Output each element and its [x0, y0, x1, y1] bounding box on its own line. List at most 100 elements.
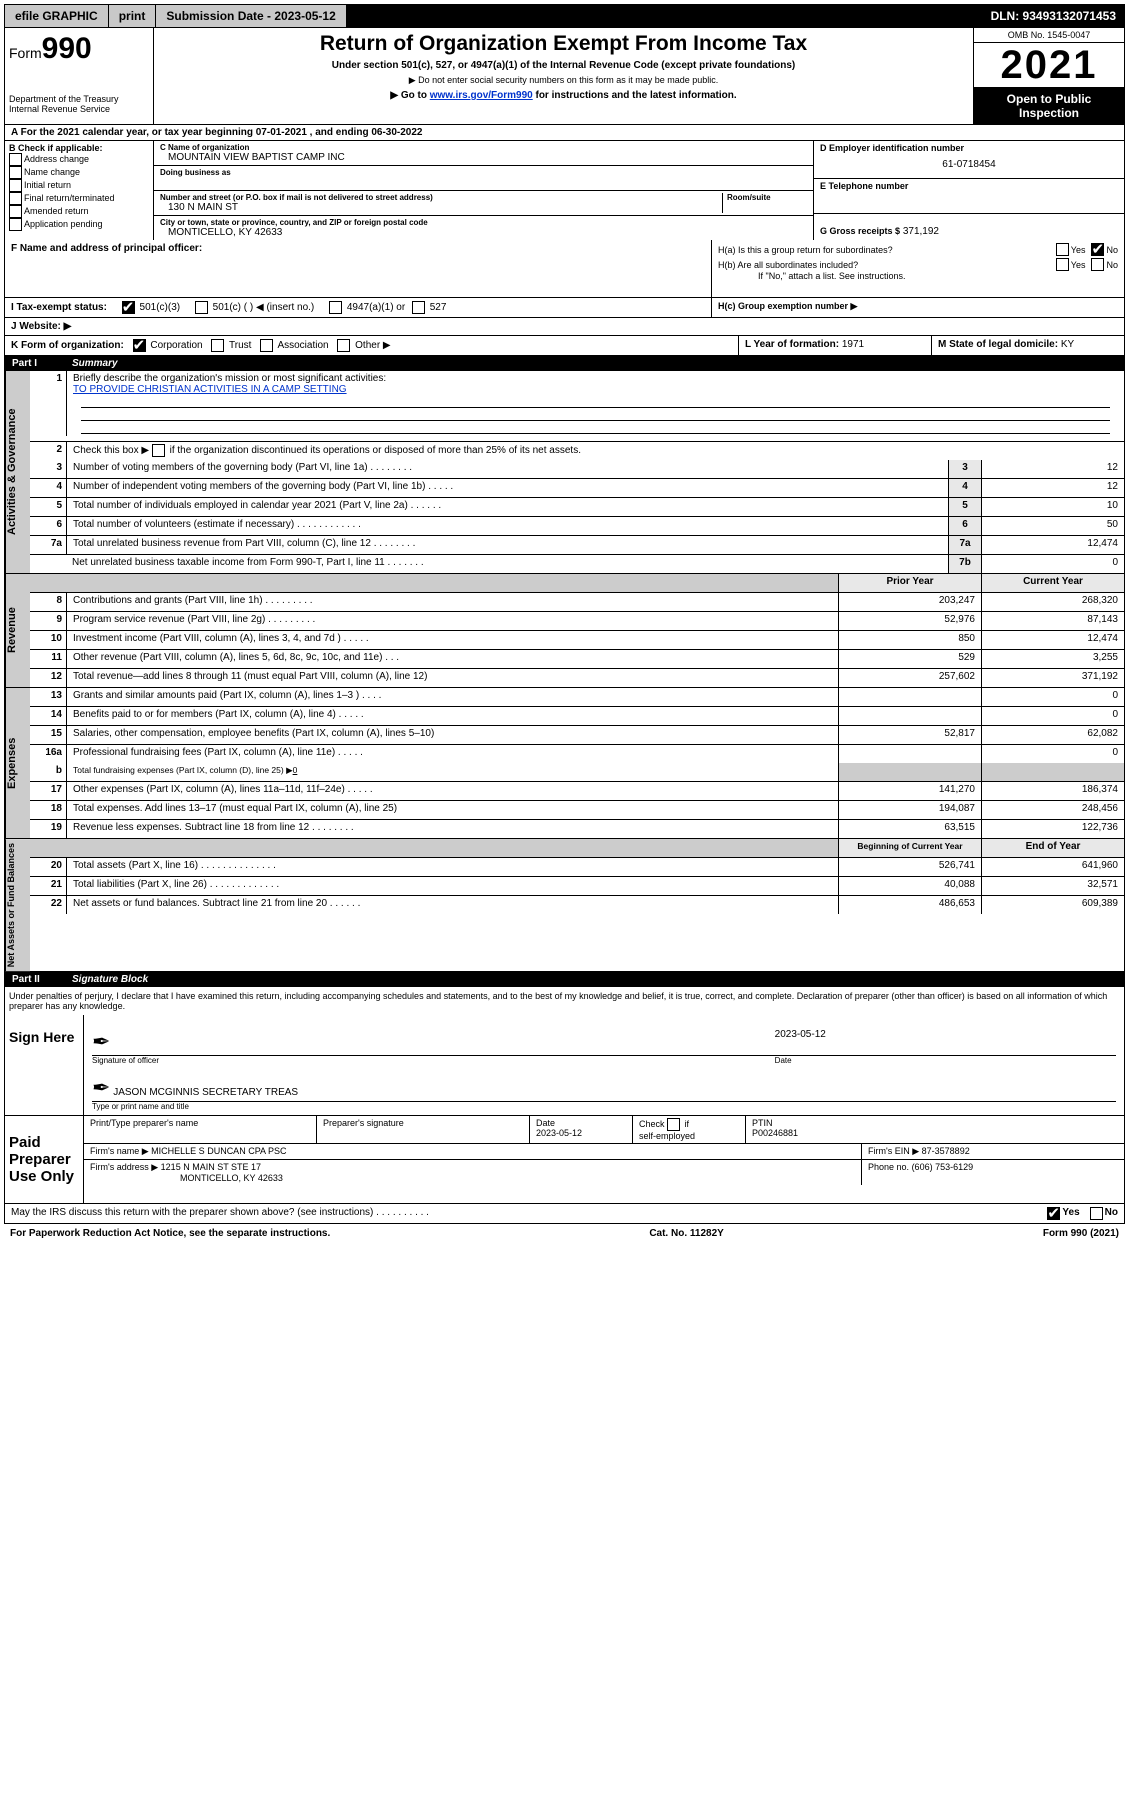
- chk-discontinued[interactable]: [152, 444, 165, 457]
- preparer-sig-hdr: Preparer's signature: [323, 1118, 523, 1128]
- table-row: 15Salaries, other compensation, employee…: [30, 726, 1124, 745]
- chk-corp[interactable]: [133, 339, 146, 352]
- m-label: M State of legal domicile:: [938, 339, 1058, 350]
- chk-app-pending[interactable]: Application pending: [9, 218, 149, 231]
- row-curr: 12,474: [981, 631, 1124, 649]
- mission-text[interactable]: TO PROVIDE CHRISTIAN ACTIVITIES IN A CAM…: [73, 384, 347, 395]
- table-row: 16aProfessional fundraising fees (Part I…: [30, 745, 1124, 763]
- row-curr: 186,374: [981, 782, 1124, 800]
- j-label: J Website: ▶: [11, 321, 71, 332]
- chk-501c[interactable]: [195, 301, 208, 314]
- table-row: 9Program service revenue (Part VIII, lin…: [30, 612, 1124, 631]
- print-button[interactable]: print: [109, 5, 157, 27]
- row-desc: Grants and similar amounts paid (Part IX…: [67, 688, 838, 706]
- ptin-hdr: PTIN: [752, 1118, 1118, 1128]
- ha-yes[interactable]: [1056, 243, 1069, 256]
- irs-label: Internal Revenue Service: [9, 104, 149, 114]
- chk-527[interactable]: [412, 301, 425, 314]
- firm-name-label: Firm's name ▶: [90, 1146, 149, 1156]
- row-desc: Professional fundraising fees (Part IX, …: [67, 745, 838, 763]
- row-curr: 268,320: [981, 593, 1124, 611]
- table-row: 17Other expenses (Part IX, column (A), l…: [30, 782, 1124, 801]
- chk-501c3[interactable]: [122, 301, 135, 314]
- line6-desc: Total number of volunteers (estimate if …: [67, 517, 948, 535]
- section-governance: Activities & Governance 1 Briefly descri…: [4, 371, 1125, 574]
- chk-assoc[interactable]: [260, 339, 273, 352]
- dba-label: Doing business as: [160, 168, 807, 177]
- gross-receipts: 371,192: [903, 226, 939, 237]
- row-desc: Salaries, other compensation, employee b…: [67, 726, 838, 744]
- hb-no[interactable]: [1091, 258, 1104, 271]
- d-ein-label: D Employer identification number: [820, 143, 1118, 153]
- chk-amended[interactable]: Amended return: [9, 205, 149, 218]
- table-row: 22Net assets or fund balances. Subtract …: [30, 896, 1124, 914]
- part2-header: Part II Signature Block: [4, 972, 1125, 987]
- row-prior: [838, 707, 981, 725]
- discuss-no[interactable]: [1090, 1207, 1103, 1220]
- sig-date: 2023-05-12: [775, 1029, 1116, 1055]
- row-prior: 63,515: [838, 820, 981, 838]
- chk-other[interactable]: [337, 339, 350, 352]
- part1-header: Part I Summary: [4, 356, 1125, 371]
- omb-number: OMB No. 1545-0047: [974, 28, 1124, 43]
- hb-label: H(b) Are all subordinates included?: [718, 260, 1056, 270]
- chk-name-change[interactable]: Name change: [9, 166, 149, 179]
- firm-name: MICHELLE S DUNCAN CPA PSC: [151, 1146, 286, 1156]
- irs-discuss-row: May the IRS discuss this return with the…: [4, 1204, 1125, 1224]
- name-title-label: Type or print name and title: [92, 1102, 1116, 1111]
- chk-self-employed[interactable]: [667, 1118, 680, 1131]
- city-label: City or town, state or province, country…: [160, 218, 807, 227]
- row-prior: 52,976: [838, 612, 981, 630]
- ha-label: H(a) Is this a group return for subordin…: [718, 245, 1056, 255]
- firm-addr1: 1215 N MAIN ST STE 17: [161, 1162, 261, 1172]
- row-desc: Program service revenue (Part VIII, line…: [67, 612, 838, 630]
- subtitle-1: Under section 501(c), 527, or 4947(a)(1)…: [162, 60, 965, 71]
- signature-block: Sign Here ✒ 2023-05-12 Signature of offi…: [4, 1015, 1125, 1204]
- row-prior: 486,653: [838, 896, 981, 914]
- hc-label: H(c) Group exemption number ▶: [718, 301, 857, 311]
- row-curr: 371,192: [981, 669, 1124, 687]
- row-desc: Revenue less expenses. Subtract line 18 …: [67, 820, 838, 838]
- efile-button[interactable]: efile GRAPHIC: [5, 5, 109, 27]
- row-prior: 40,088: [838, 877, 981, 895]
- subtitle-3: ▶ Go to www.irs.gov/Form990 for instruct…: [162, 90, 965, 101]
- discuss-yes[interactable]: [1047, 1207, 1060, 1220]
- form-header: Form990 Department of the Treasury Inter…: [4, 28, 1125, 125]
- line6-val: 50: [981, 517, 1124, 535]
- row-desc: Total expenses. Add lines 13–17 (must eq…: [67, 801, 838, 819]
- firm-ein: 87-3578892: [922, 1146, 970, 1156]
- chk-trust[interactable]: [211, 339, 224, 352]
- irs-link[interactable]: www.irs.gov/Form990: [430, 90, 533, 101]
- row-curr: 3,255: [981, 650, 1124, 668]
- form-title: Return of Organization Exempt From Incom…: [162, 32, 965, 56]
- officer-sig-label: Signature of officer: [92, 1056, 775, 1065]
- i-label: I Tax-exempt status:: [11, 302, 107, 313]
- table-row: 18Total expenses. Add lines 13–17 (must …: [30, 801, 1124, 820]
- row-f-h: F Name and address of principal officer:…: [4, 240, 1125, 298]
- row-prior: 526,741: [838, 858, 981, 876]
- table-row: 11Other revenue (Part VIII, column (A), …: [30, 650, 1124, 669]
- e-phone-label: E Telephone number: [820, 181, 1118, 191]
- org-name: MOUNTAIN VIEW BAPTIST CAMP INC: [160, 152, 807, 163]
- chk-final-return[interactable]: Final return/terminated: [9, 192, 149, 205]
- firm-phone: (606) 753-6129: [912, 1162, 974, 1172]
- row-curr: 641,960: [981, 858, 1124, 876]
- line5-val: 10: [981, 498, 1124, 516]
- hb-yes[interactable]: [1056, 258, 1069, 271]
- chk-initial-return[interactable]: Initial return: [9, 179, 149, 192]
- table-row: 10Investment income (Part VIII, column (…: [30, 631, 1124, 650]
- table-row: 12Total revenue—add lines 8 through 11 (…: [30, 669, 1124, 687]
- firm-addr-label: Firm's address ▶: [90, 1162, 158, 1172]
- chk-address-change[interactable]: Address change: [9, 153, 149, 166]
- row-prior: 529: [838, 650, 981, 668]
- ha-no[interactable]: [1091, 243, 1104, 256]
- row-prior: 194,087: [838, 801, 981, 819]
- room-label: Room/suite: [727, 193, 807, 202]
- row-curr: 609,389: [981, 896, 1124, 914]
- row-prior: [838, 745, 981, 763]
- row-desc: Total assets (Part X, line 16) . . . . .…: [67, 858, 838, 876]
- form-ref: Form 990 (2021): [1043, 1228, 1119, 1239]
- chk-4947[interactable]: [329, 301, 342, 314]
- line4-val: 12: [981, 479, 1124, 497]
- top-bar: efile GRAPHIC print Submission Date - 20…: [4, 4, 1125, 28]
